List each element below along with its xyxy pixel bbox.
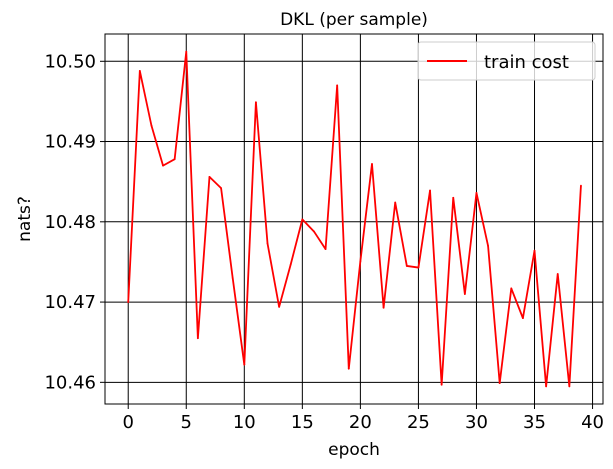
data-point [255,101,257,104]
data-point [208,175,211,178]
data-point [196,337,199,340]
data-point [382,306,385,309]
x-tick-label: 40 [581,412,604,433]
x-tick-label: 10 [233,412,256,433]
data-point [533,249,536,252]
data-point [266,242,269,245]
data-point [336,84,339,87]
x-tick-label: 5 [181,412,192,433]
data-point [580,184,582,187]
data-point [545,385,548,388]
y-axis-ticks: 10.46 10.47 10.48 10.49 10.50 [44,51,105,393]
data-point [231,277,234,279]
data-point [324,248,327,250]
data-point [278,305,281,308]
x-tick-label: 20 [349,412,372,433]
data-point [487,244,489,247]
data-point [405,265,408,267]
data-point [347,367,350,370]
data-point [243,363,246,366]
data-point [138,70,141,72]
data-point [568,385,571,388]
x-axis-ticks: 0 5 10 15 20 25 30 35 40 [122,404,604,433]
data-point [475,192,478,194]
series-layer [127,50,582,388]
y-axis-label: nats? [15,196,35,242]
legend-box [417,41,596,81]
data-point [417,266,420,269]
data-point [162,164,164,167]
y-tick-label: 10.47 [44,292,96,313]
y-tick-label: 10.46 [44,372,96,393]
x-tick-label: 30 [465,412,488,433]
legend: train cost [417,41,596,81]
data-point [371,163,373,165]
y-tick-label: 10.50 [44,51,96,72]
y-tick-label: 10.48 [44,212,96,233]
data-point [185,50,188,53]
data-point [173,158,176,161]
x-tick-label: 15 [291,412,314,433]
data-point [220,187,222,189]
x-tick-label: 25 [407,412,430,433]
data-point [429,189,431,192]
data-point [289,263,292,266]
data-point [498,382,501,385]
x-tick-label: 35 [523,412,546,433]
data-point [301,218,304,221]
y-tick-label: 10.49 [44,132,96,153]
data-point [463,293,466,295]
x-tick-label: 0 [122,412,133,433]
data-point [127,301,130,303]
data-point [359,260,362,263]
data-point [522,317,524,320]
data-point [313,230,315,233]
chart-title: DKL (per sample) [280,10,428,30]
data-point [556,273,559,275]
data-point [510,287,513,290]
data-point [452,196,455,199]
grid-lines [105,34,603,404]
plot-area-frame [104,33,604,405]
legend-label-train-cost: train cost [484,52,569,73]
data-point [150,124,153,127]
x-axis-label: epoch [328,440,380,460]
data-point [440,383,443,386]
data-point [394,201,397,204]
series-line-train-cost [127,50,582,388]
